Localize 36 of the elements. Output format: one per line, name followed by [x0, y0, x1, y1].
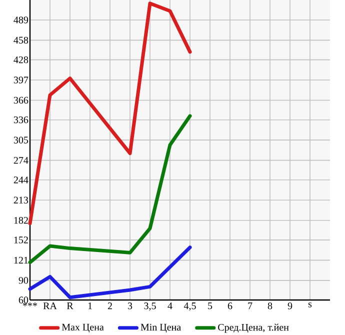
x-tick-label: 2 [108, 302, 112, 310]
y-tick-label: 458 [14, 36, 28, 44]
y-tick-label: 397 [14, 76, 28, 84]
y-tick-label: 121 [14, 256, 28, 264]
y-tick-label: 60 [18, 296, 28, 304]
y-tick-label: 90 [18, 277, 28, 284]
y-tick-label: 366 [14, 96, 28, 104]
x-tick-label: 4,5 [184, 302, 196, 311]
x-tick-label: 6 [228, 302, 232, 310]
y-tick-label: 213 [14, 196, 28, 204]
y-tick-label: 489 [14, 16, 28, 24]
line-series [28, 114, 192, 264]
y-tick-label: 305 [14, 136, 28, 144]
legend-label: Max Цена [62, 324, 104, 333]
y-tick-label: 152 [14, 236, 28, 244]
x-tick-label: *** [22, 302, 38, 306]
x-tick-label: 8 [268, 302, 272, 310]
x-tick-label: 9 [288, 302, 292, 310]
x-tick-label: 4 [168, 302, 172, 310]
x-tick-label: R [66, 302, 74, 310]
y-tick-label: 336 [14, 116, 28, 124]
line-series [28, 246, 192, 300]
y-tick-label: 244 [14, 176, 28, 184]
legend-label: Min Цена [140, 324, 181, 333]
x-tick-label: 3 [128, 302, 132, 310]
y-tick-label: 428 [14, 56, 28, 64]
x-tick-label: 3,5 [144, 302, 156, 311]
y-tick-label: 182 [14, 216, 28, 224]
x-tick-label: s [308, 302, 312, 308]
x-tick-label: 1 [88, 302, 92, 310]
x-tick-label: RA [43, 302, 57, 310]
legend-label: Сред.Цена, т.йен [218, 324, 289, 333]
line-series [28, 2, 192, 226]
x-tick-label: 5 [208, 302, 212, 310]
x-tick-label: 7 [248, 302, 252, 310]
y-tick-label: 274 [14, 157, 28, 164]
